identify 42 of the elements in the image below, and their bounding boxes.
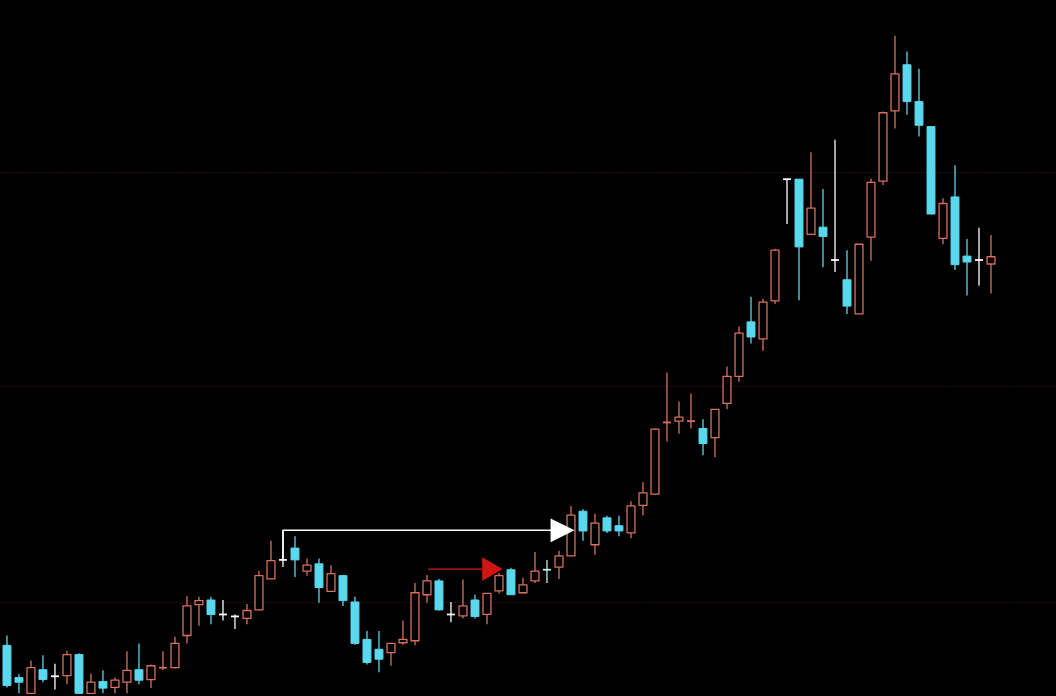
candlestick: [314, 557, 324, 604]
candlestick: [98, 669, 108, 695]
candlestick: [50, 663, 60, 691]
candlestick: [986, 234, 996, 295]
candlestick: [578, 508, 588, 542]
candlestick: [698, 418, 708, 456]
candlestick: [242, 603, 252, 625]
candlestick: [458, 578, 468, 620]
candlestick: [830, 139, 840, 273]
candlestick: [554, 550, 564, 580]
candlestick: [134, 642, 144, 685]
candlestick: [470, 594, 480, 620]
candlestick: [158, 650, 168, 672]
candlestick: [746, 296, 756, 345]
candlestick: [290, 535, 300, 578]
candlestick: [686, 392, 696, 430]
candlestick: [782, 178, 792, 225]
candlestick: [422, 574, 432, 604]
candlestick: [482, 592, 492, 625]
candlestick: [362, 630, 372, 666]
candlestick: [326, 564, 336, 593]
candlestick: [590, 513, 600, 556]
candlestick: [674, 400, 684, 435]
candlestick: [638, 481, 648, 516]
candlestick: [398, 619, 408, 646]
candlestick: [206, 596, 216, 625]
candlestick: [494, 572, 504, 595]
candlestick: [530, 551, 540, 584]
candlestick: [542, 559, 552, 584]
candlestick: [302, 557, 312, 577]
candlestick: [14, 673, 24, 695]
candlestick: [914, 68, 924, 138]
candlestick: [962, 238, 972, 297]
candlestick: [194, 596, 204, 627]
candlestick: [62, 649, 72, 685]
candlestick: [146, 663, 156, 689]
candlestick: [38, 654, 48, 683]
candlestick: [614, 515, 624, 537]
candlestick: [374, 630, 384, 673]
candlestick: [818, 188, 828, 268]
candlestick: [974, 227, 984, 287]
candlestick: [266, 540, 276, 580]
